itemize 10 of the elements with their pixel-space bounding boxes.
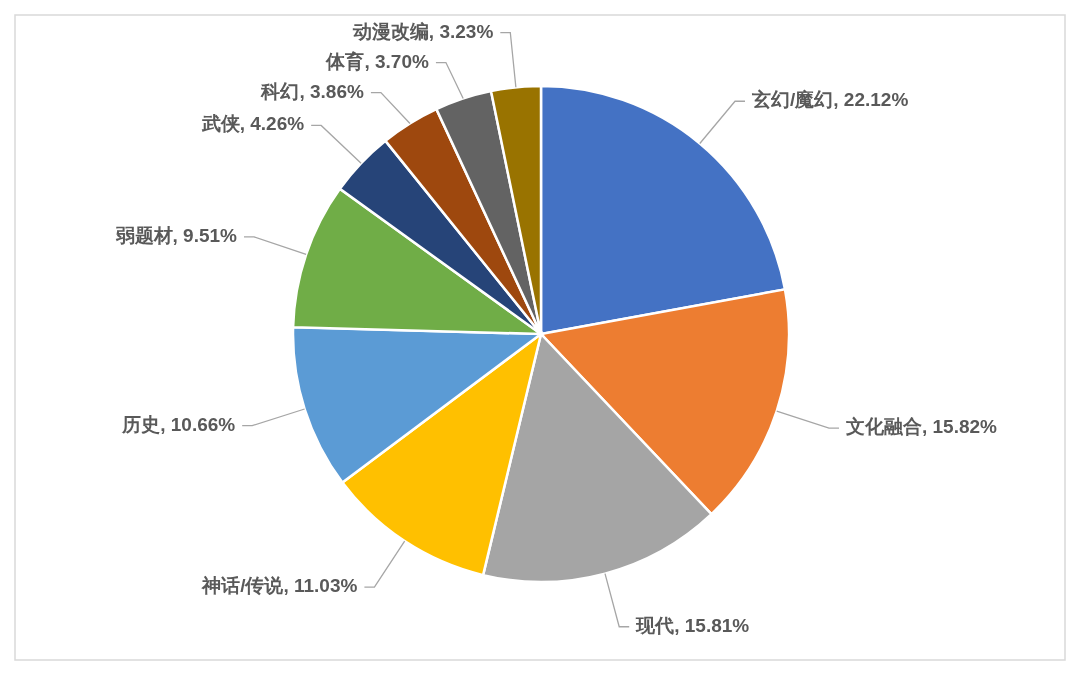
slice-label: 弱题材, 9.51% bbox=[114, 224, 238, 246]
slice-label: 现代, 15.81% bbox=[635, 614, 750, 636]
slice-label: 历史, 10.66% bbox=[121, 413, 236, 435]
slice-label: 科幻, 3.86% bbox=[260, 80, 364, 102]
slice-label: 神话/传说, 11.03% bbox=[201, 575, 358, 597]
slice-label: 文化融合, 15.82% bbox=[844, 416, 998, 438]
slice-label: 武侠, 4.26% bbox=[200, 113, 305, 135]
slice-label: 体育, 3.70% bbox=[325, 50, 430, 72]
slice-label: 玄幻/魔幻, 22.12% bbox=[751, 89, 909, 111]
slice-label: 动漫改编, 3.23% bbox=[351, 20, 494, 42]
